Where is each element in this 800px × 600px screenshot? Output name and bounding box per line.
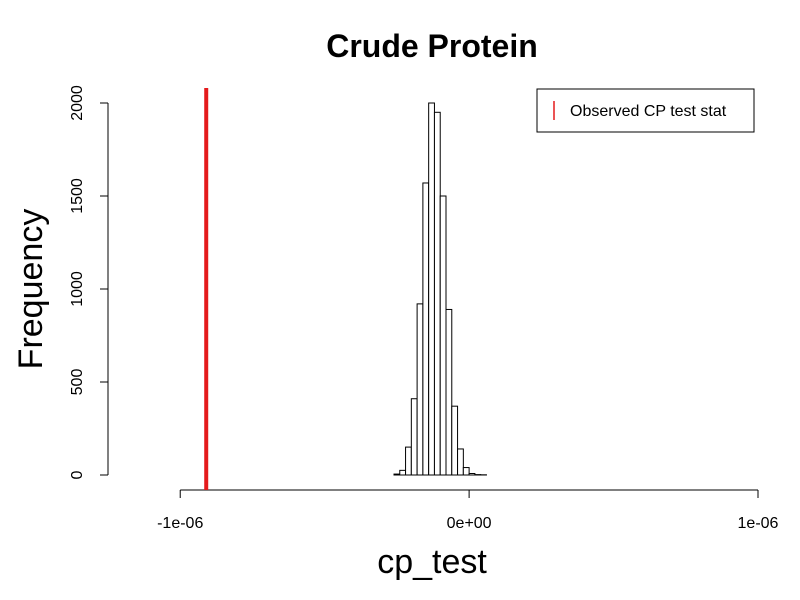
histogram-bar (433, 111, 441, 476)
y-tick-label: 1000 (69, 271, 86, 307)
x-axis-label: cp_test (377, 543, 487, 581)
histogram-bar (393, 473, 401, 476)
legend: Observed CP test stat (536, 88, 755, 133)
histogram-bar (462, 467, 470, 476)
histogram-bar (399, 469, 407, 476)
y-axis-label: Frequency (12, 209, 50, 370)
y-tick-label: 500 (69, 369, 86, 396)
histogram-bars (393, 102, 487, 476)
histogram-bar (439, 195, 447, 476)
y-tick-label: 0 (69, 470, 86, 479)
y-axis: 0 500 1000 1500 2000 (69, 85, 109, 479)
x-tick-label: 0e+00 (447, 515, 492, 532)
x-tick-label: -1e-06 (157, 515, 203, 532)
histogram-bar (428, 102, 435, 476)
histogram-bar (410, 398, 418, 476)
histogram-bar (416, 303, 424, 476)
legend-box (536, 88, 755, 133)
x-tick-label: 1e-06 (738, 515, 779, 532)
histogram-bar (422, 182, 430, 476)
y-tick-label: 1500 (69, 178, 86, 214)
legend-label: Observed CP test stat (570, 103, 727, 120)
histogram-bar (405, 446, 412, 476)
histogram-bar (468, 473, 476, 476)
x-axis: -1e-06 0e+00 1e-06 (157, 489, 779, 532)
chart-title: Crude Protein (326, 28, 538, 64)
histogram-bar (451, 405, 459, 476)
y-tick-label: 2000 (69, 85, 86, 121)
histogram-bar (445, 308, 453, 476)
histogram-bar (457, 448, 464, 476)
